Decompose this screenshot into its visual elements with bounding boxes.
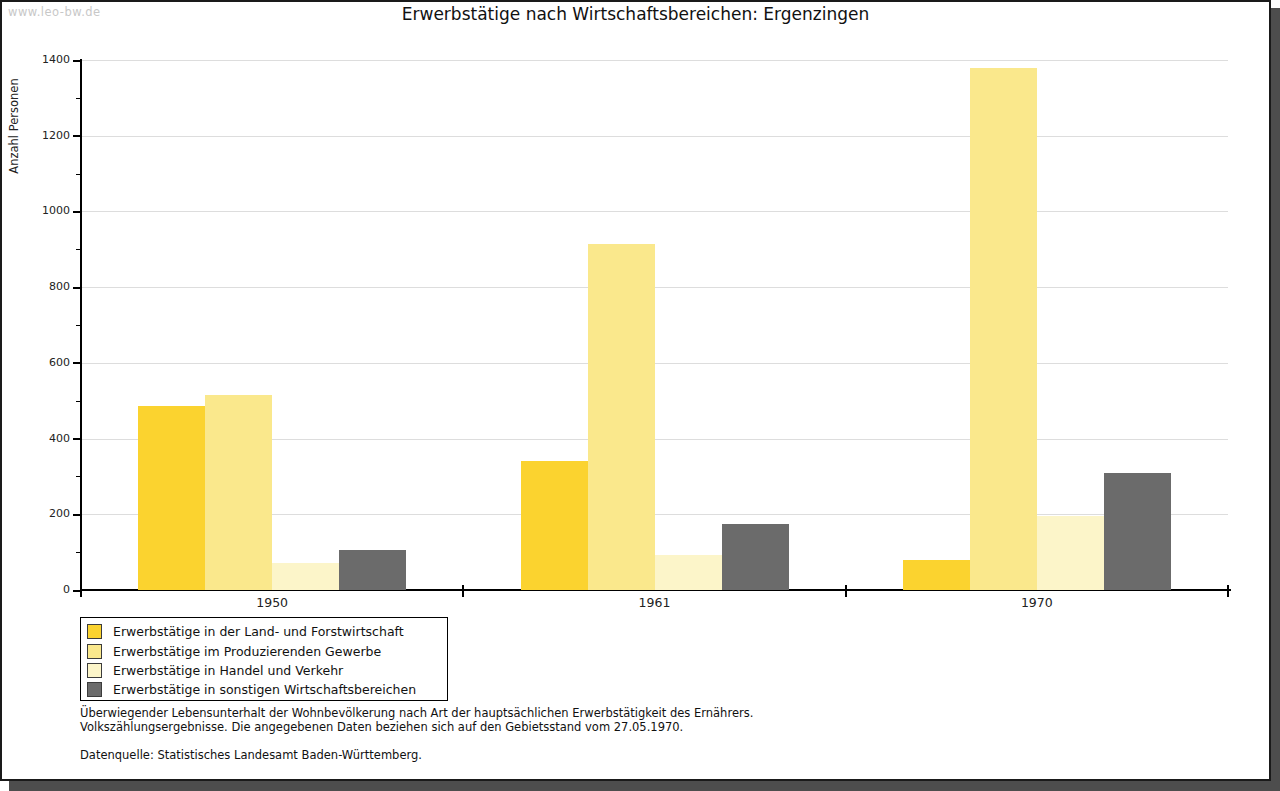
y-tick-minor [76, 249, 81, 250]
y-tick-major [73, 287, 81, 289]
y-tick-major [73, 362, 81, 364]
x-tick [462, 585, 464, 597]
footnote: Überwiegender Lebensunterhalt der Wohnbe… [80, 707, 753, 734]
chart-window: www.leo-bw.de Erwerbstätige nach Wirtsch… [0, 0, 1271, 781]
legend-row-2: Erwerbstätige im Produzierenden Gewerbe [87, 641, 439, 660]
footnote-line-1: Überwiegender Lebensunterhalt der Wohnbe… [80, 707, 753, 721]
bar-1970-series-3 [1037, 516, 1104, 590]
bar-1970-series-2 [970, 68, 1037, 590]
y-gridline [82, 136, 1228, 137]
y-gridline [82, 287, 1228, 288]
y-tick-label: 800 [6, 280, 70, 293]
y-axis-label: Anzahl Personen [7, 78, 21, 173]
legend-swatch-2 [87, 644, 102, 659]
legend-row-4: Erwerbstätige in sonstigen Wirtschaftsbe… [87, 680, 439, 699]
legend-label-2: Erwerbstätige im Produzierenden Gewerbe [113, 644, 381, 659]
legend-row-3: Erwerbstätige in Handel und Verkehr [87, 661, 439, 680]
y-tick-label: 200 [6, 507, 70, 520]
y-tick-label: 600 [6, 356, 70, 369]
y-gridline [82, 363, 1228, 364]
y-tick-label: 0 [6, 583, 70, 596]
legend-label-1: Erwerbstätige in der Land- und Forstwirt… [113, 624, 404, 639]
y-tick-minor [76, 552, 81, 553]
bar-1950-series-1 [138, 406, 205, 590]
bar-1961-series-1 [521, 461, 588, 590]
x-tick [1227, 585, 1229, 597]
x-category-label: 1970 [977, 595, 1097, 610]
y-tick-label: 400 [6, 432, 70, 445]
y-tick-minor [76, 325, 81, 326]
bar-1950-series-2 [205, 395, 272, 590]
chart-title: Erwerbstätige nach Wirtschaftsbereichen:… [0, 4, 1271, 24]
y-tick-major [73, 514, 81, 516]
footnote-line-2: Volkszählungsergebnisse. Die angegebenen… [80, 721, 753, 735]
y-tick-minor [76, 98, 81, 99]
bar-1961-series-2 [588, 244, 655, 590]
legend-label-4: Erwerbstätige in sonstigen Wirtschaftsbe… [113, 682, 416, 697]
y-tick-major [73, 211, 81, 213]
window-shadow-bottom [9, 781, 1271, 791]
legend-swatch-4 [87, 682, 102, 697]
bar-1970-series-1 [903, 560, 970, 590]
y-tick-label: 1400 [6, 53, 70, 66]
y-tick-major [73, 438, 81, 440]
y-tick-minor [76, 174, 81, 175]
legend-label-3: Erwerbstätige in Handel und Verkehr [113, 663, 343, 678]
y-gridline [82, 60, 1228, 61]
x-tick [80, 585, 82, 597]
bar-1970-series-4 [1104, 473, 1171, 590]
y-tick-major [73, 135, 81, 137]
y-tick-minor [76, 401, 81, 402]
x-category-label: 1961 [595, 595, 715, 610]
bar-1950-series-3 [272, 563, 339, 590]
y-tick-label: 1200 [6, 129, 70, 142]
bar-1950-series-4 [339, 550, 406, 590]
y-tick-major [73, 60, 81, 62]
bar-1961-series-4 [722, 524, 789, 590]
window-shadow-right [1271, 8, 1280, 781]
source-note: Datenquelle: Statistisches Landesamt Bad… [80, 748, 422, 762]
legend-swatch-1 [87, 624, 102, 639]
bar-1961-series-3 [655, 555, 722, 590]
window-shadow-corner [1271, 781, 1280, 791]
y-tick-minor [76, 476, 81, 477]
y-tick-label: 1000 [6, 204, 70, 217]
page: www.leo-bw.de Erwerbstätige nach Wirtsch… [0, 0, 1280, 791]
y-gridline [82, 211, 1228, 212]
legend-swatch-3 [87, 663, 102, 678]
legend: Erwerbstätige in der Land- und Forstwirt… [80, 617, 448, 701]
x-tick [845, 585, 847, 597]
legend-row-1: Erwerbstätige in der Land- und Forstwirt… [87, 622, 439, 641]
x-category-label: 1950 [212, 595, 332, 610]
